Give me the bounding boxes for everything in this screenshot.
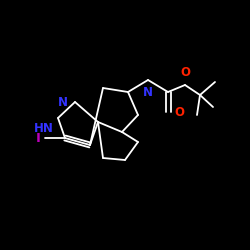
Text: O: O	[174, 106, 184, 118]
Text: O: O	[180, 66, 190, 79]
Text: N: N	[143, 86, 153, 99]
Text: I: I	[36, 132, 41, 144]
Text: N: N	[58, 96, 68, 108]
Text: HN: HN	[34, 122, 54, 135]
